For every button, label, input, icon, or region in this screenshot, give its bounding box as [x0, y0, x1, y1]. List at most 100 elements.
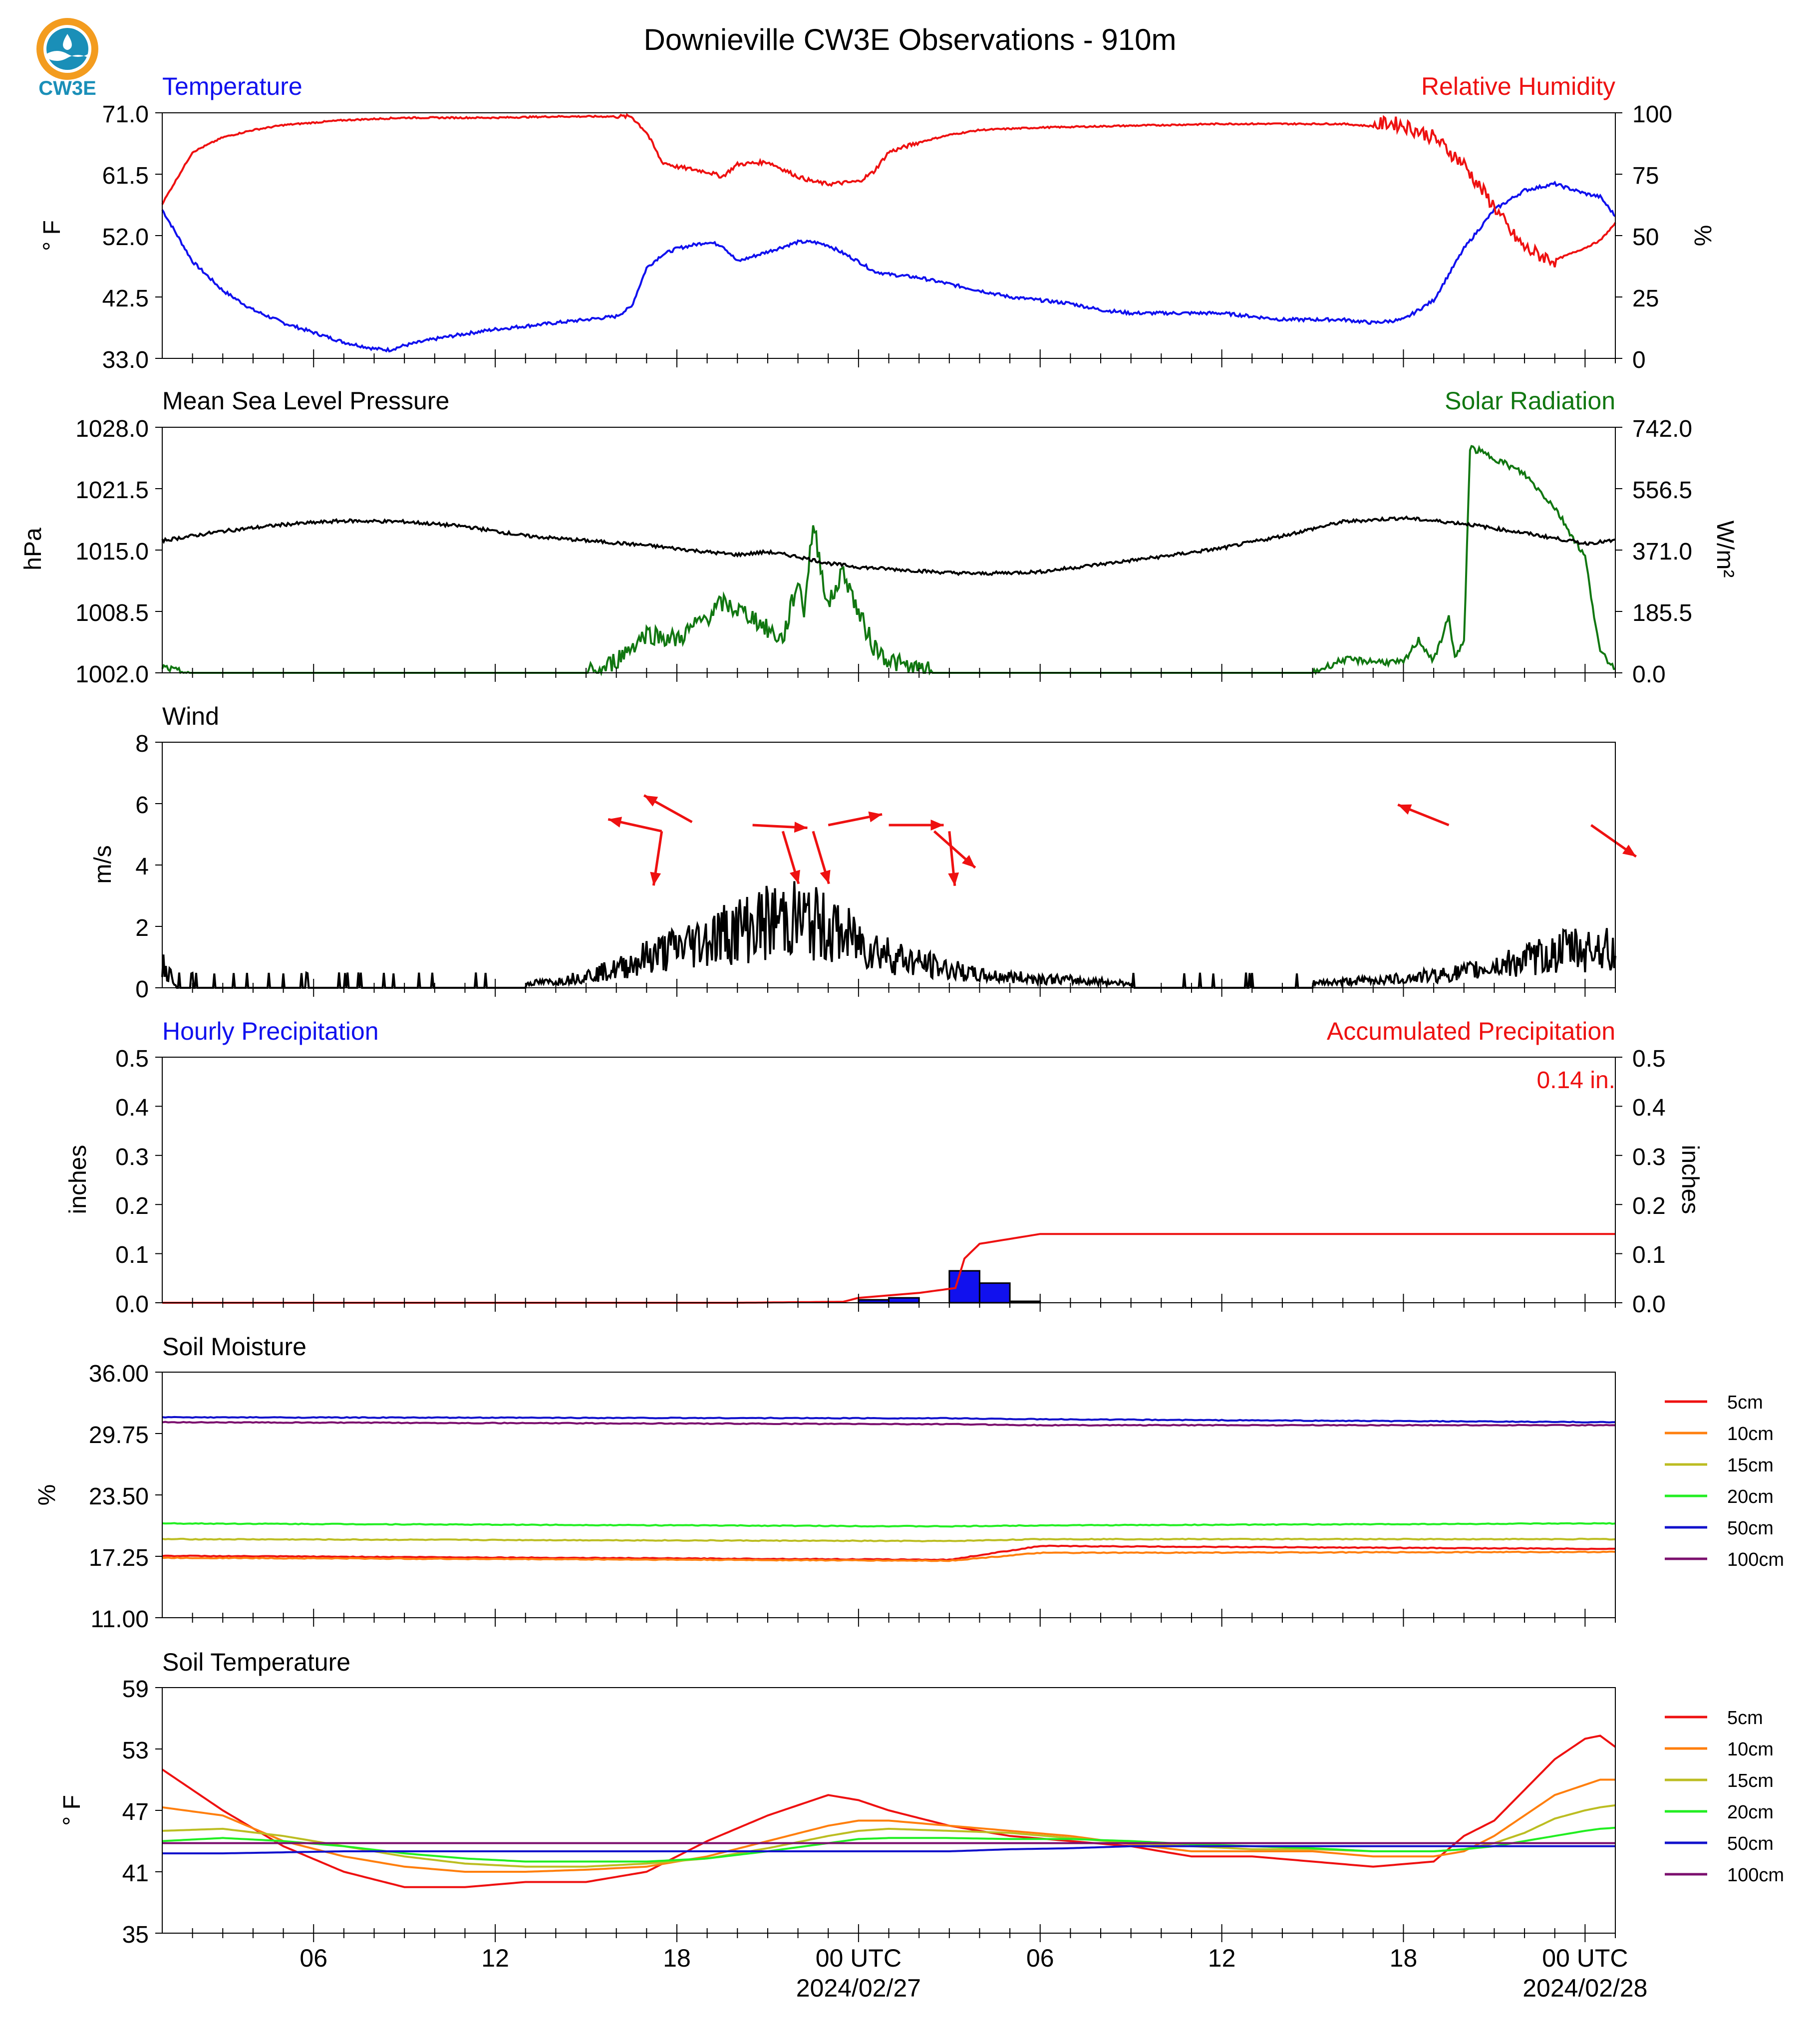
wind-arrow: [1397, 803, 1450, 827]
panel-frame: [162, 1372, 1616, 1618]
soil-temperature-line: [162, 1845, 1615, 1855]
precip-bar: [978, 1282, 1011, 1304]
soil-temperature-legend: 5cm 10cm 15cm 20cm 50cm 100cm: [1665, 1708, 1784, 1886]
panel-frames: [155, 112, 1622, 1942]
y-tick-label: 1021.5: [75, 477, 149, 504]
humidity-title: Relative Humidity: [1421, 72, 1615, 100]
wind-arrow-head: [644, 795, 658, 807]
y-tick-label: 4: [135, 854, 149, 880]
wind-arrow-head: [961, 855, 975, 868]
x-tick-label: 12: [1208, 1944, 1236, 1972]
soil-temperature-line: [162, 1826, 1616, 1863]
wind-arrow: [643, 794, 693, 824]
y-tick-label: 0.0: [115, 1291, 149, 1318]
y-tick-label: 0.2: [115, 1193, 149, 1219]
y2-tick-label: 100: [1632, 101, 1672, 128]
y-tick-label: 0.4: [115, 1095, 149, 1121]
legend-label: 50cm: [1727, 1833, 1774, 1854]
y-tick-label: 1008.5: [75, 600, 149, 626]
soil-moisture-legend: 5cm 10cm 15cm 20cm 50cm 100cm: [1665, 1392, 1784, 1570]
pressure-panel: Mean Sea Level Pressure Solar Radiation …: [20, 387, 1738, 688]
y2-tick-label: 0.4: [1632, 1095, 1666, 1121]
y2-tick-label: 75: [1632, 163, 1659, 189]
pressure-series-line: [161, 515, 1616, 577]
precipitation-panel: Hourly Precipitation Accumulated Precipi…: [65, 1017, 1703, 1318]
wind-arrow: [812, 831, 831, 884]
y-tick-label: 0.1: [115, 1242, 149, 1268]
y-tick-label: 17.25: [89, 1545, 149, 1571]
y-tick-label: 0.5: [115, 1046, 149, 1072]
cw3e-logo: CW3E: [36, 18, 98, 99]
legend-label: 5cm: [1727, 1708, 1763, 1729]
soil-moisture-title: Soil Moisture: [162, 1333, 306, 1361]
y2-tick-label: 50: [1632, 224, 1659, 251]
legend-label: 10cm: [1727, 1424, 1774, 1445]
y2-tick-label: 0.2: [1632, 1193, 1666, 1219]
y-tick-label: 36.00: [89, 1361, 149, 1387]
soil-temperature-line: [162, 1804, 1616, 1868]
humidity-series-line: [161, 113, 1616, 268]
wind-arrows: [607, 794, 1637, 886]
precip-bar: [888, 1297, 920, 1304]
soil-moisture-line: [162, 1421, 1616, 1427]
wind-arrow: [948, 831, 959, 886]
accum-precip-title: Accumulated Precipitation: [1327, 1017, 1615, 1045]
pressure-unit: hPa: [20, 528, 46, 571]
y-tick-label: 41: [122, 1860, 149, 1887]
wind-arrow-head: [650, 871, 661, 886]
wind-arrow-head: [789, 869, 800, 884]
wind-panel: Wind m/s 8 6 4 2 0: [90, 702, 1637, 1003]
x-tick-label: 00 UTC: [1542, 1944, 1628, 1972]
y-tick-label: 11.00: [90, 1606, 149, 1633]
logo-wave: [46, 51, 88, 61]
soil-temperature-title: Soil Temperature: [162, 1648, 350, 1676]
legend-label: 20cm: [1727, 1486, 1774, 1507]
logo-text: CW3E: [38, 77, 96, 99]
legend-label: 15cm: [1727, 1455, 1774, 1476]
y2-tick-label: 0.1: [1632, 1242, 1666, 1268]
y2-tick-label: 556.5: [1632, 477, 1692, 504]
wind-arrow-head: [820, 869, 831, 884]
temperature-title: Temperature: [162, 72, 303, 100]
y-tick-label: 42.5: [102, 286, 149, 312]
y-tick-label: 1015.0: [75, 539, 149, 565]
y-tick-label: 0.3: [115, 1144, 149, 1170]
panel-frame: [162, 427, 1616, 673]
legend-label: 15cm: [1727, 1770, 1774, 1791]
x-tick-label: 12: [481, 1944, 509, 1972]
y-tick-label: 33.0: [102, 347, 149, 373]
legend-label: 10cm: [1727, 1739, 1774, 1760]
wind-arrow: [889, 820, 944, 831]
x-tick-label: 18: [1390, 1944, 1418, 1972]
accum-precip-unit: inches: [1677, 1145, 1703, 1214]
solar-series-line: [161, 445, 1615, 676]
wind-arrow: [1590, 824, 1637, 858]
y-tick-label: 52.0: [102, 224, 149, 251]
wind-arrow: [607, 817, 662, 833]
wind-arrow-head: [1398, 804, 1412, 815]
solar-title: Solar Radiation: [1445, 387, 1615, 415]
y-tick-label: 8: [135, 731, 149, 757]
logo-drop: [63, 34, 72, 50]
y-tick-label: 23.50: [89, 1483, 149, 1510]
legend-label: 100cm: [1727, 1865, 1784, 1886]
soil-moisture-lines: [162, 1416, 1616, 1562]
y-tick-label: 0: [135, 976, 149, 1003]
legend-label: 50cm: [1727, 1518, 1774, 1539]
wind-arrow: [752, 822, 808, 833]
soil-temperature-line: [161, 1735, 1616, 1888]
x-tick-label: 06: [300, 1944, 327, 1972]
y2-tick-label: 0.0: [1632, 661, 1666, 688]
wind-speed-line: [161, 881, 1616, 989]
y-tick-label: 1002.0: [75, 661, 149, 688]
wind-arrow: [933, 830, 976, 869]
soil-moisture-line: [162, 1522, 1616, 1528]
legend-label: 20cm: [1727, 1802, 1774, 1823]
x-tick-label: 18: [663, 1944, 691, 1972]
legend-label: 100cm: [1727, 1549, 1784, 1570]
precip-unit: inches: [65, 1145, 91, 1214]
solar-unit: W/m²: [1712, 521, 1738, 578]
wind-arrow-head: [1622, 845, 1636, 857]
